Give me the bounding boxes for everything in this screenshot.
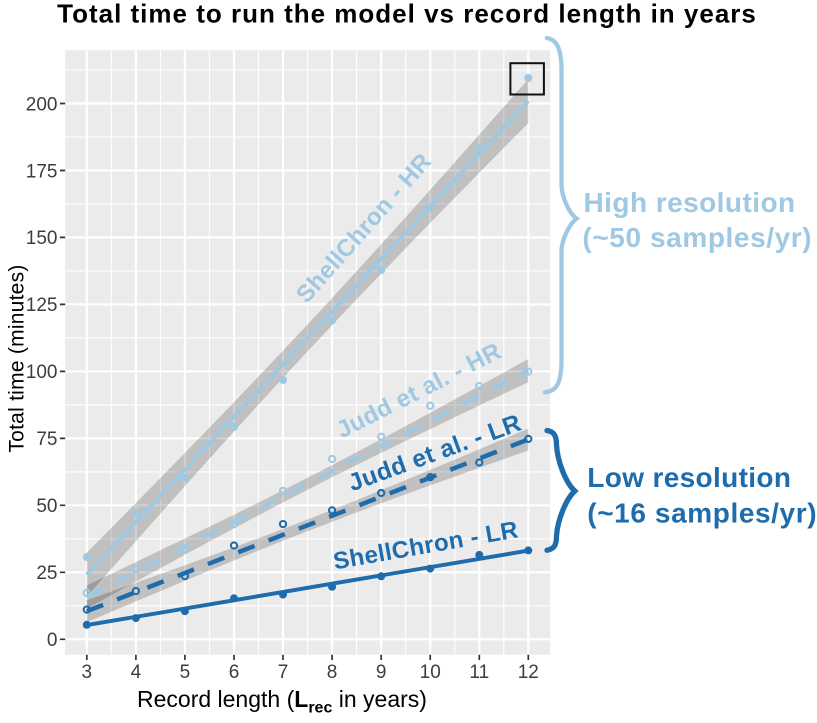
svg-text:10: 10 <box>420 662 441 683</box>
svg-text:High resolution: High resolution <box>584 187 796 218</box>
svg-text:50: 50 <box>36 496 57 517</box>
svg-text:Low resolution: Low resolution <box>587 462 791 493</box>
svg-text:25: 25 <box>36 563 57 584</box>
svg-text:125: 125 <box>26 295 58 316</box>
svg-text:175: 175 <box>26 161 58 182</box>
svg-text:3: 3 <box>82 662 93 683</box>
svg-text:200: 200 <box>26 94 58 115</box>
svg-text:9: 9 <box>376 662 387 683</box>
svg-text:Total time (minutes): Total time (minutes) <box>6 264 29 452</box>
svg-text:0: 0 <box>47 630 58 651</box>
svg-text:7: 7 <box>278 662 289 683</box>
svg-text:150: 150 <box>26 228 58 249</box>
svg-text:6: 6 <box>229 662 240 683</box>
svg-text:4: 4 <box>131 662 142 683</box>
svg-text:11: 11 <box>469 662 489 683</box>
svg-text:100: 100 <box>26 362 58 383</box>
svg-text:(~16 samples/yr): (~16 samples/yr) <box>587 497 817 528</box>
svg-text:Record length (Lrec in years): Record length (Lrec in years) <box>137 686 427 717</box>
svg-text:(~50 samples/yr): (~50 samples/yr) <box>582 222 812 253</box>
svg-text:75: 75 <box>36 429 57 450</box>
svg-text:5: 5 <box>180 662 191 683</box>
svg-text:Total time to run the model vs: Total time to run the model vs record le… <box>57 0 757 29</box>
svg-text:8: 8 <box>327 662 338 683</box>
svg-text:12: 12 <box>518 662 539 683</box>
